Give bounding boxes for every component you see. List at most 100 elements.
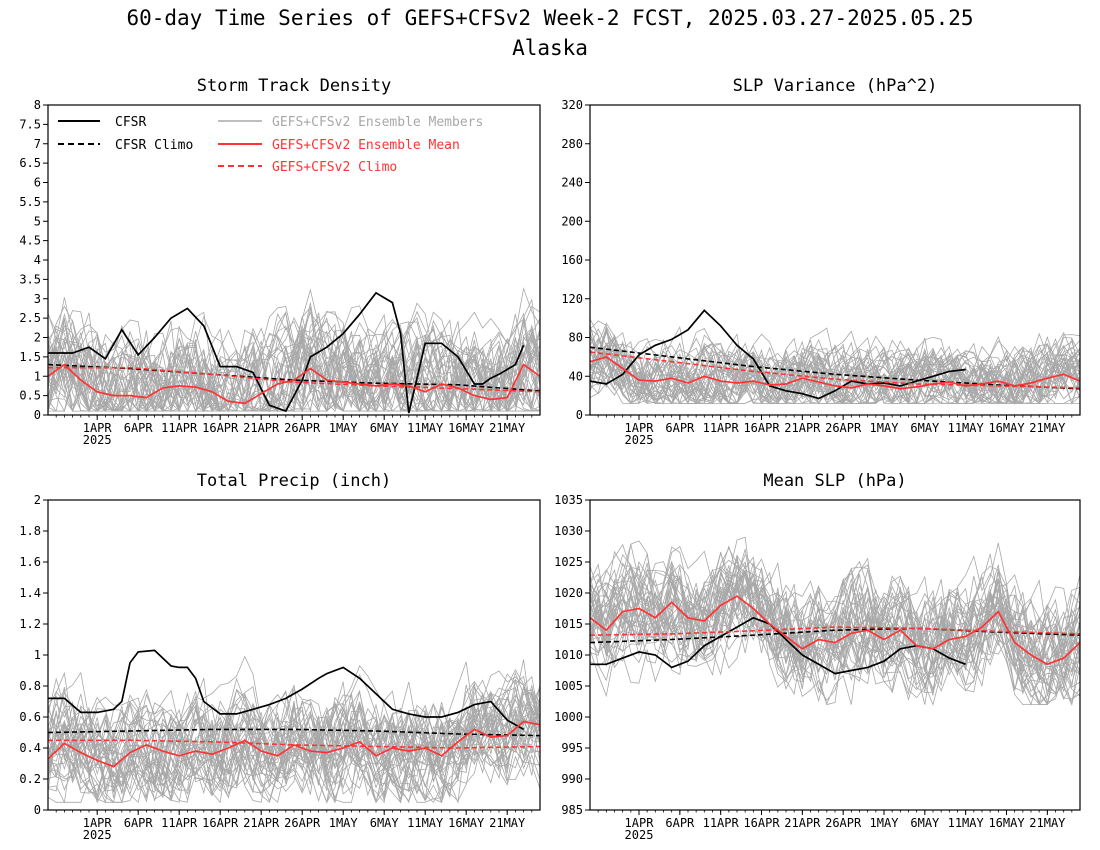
ensemble-member-line bbox=[48, 328, 540, 412]
x-tick-label: 21MAY bbox=[489, 421, 526, 435]
panel-title: Mean SLP (hPa) bbox=[763, 471, 906, 491]
ensemble-member-line bbox=[48, 691, 540, 800]
series-line-cfsr bbox=[590, 616, 967, 675]
ensemble-member-line bbox=[48, 689, 540, 804]
ensemble-member-line bbox=[590, 540, 1080, 706]
series-line-gefs-cfsv2-ensemble-mean bbox=[590, 355, 1080, 390]
y-tick-label: 200 bbox=[561, 214, 583, 228]
y-tick-label: 1010 bbox=[554, 648, 583, 662]
y-tick-label: 4.5 bbox=[19, 234, 41, 248]
y-tick-label: 1015 bbox=[554, 617, 583, 631]
x-tick-label: 1APR bbox=[625, 816, 655, 830]
series-line-cfsr bbox=[48, 649, 525, 731]
y-tick-label: 7 bbox=[34, 137, 41, 151]
x-tick-label: 16MAY bbox=[448, 816, 485, 830]
legend-ens-mean-label: GEFS+CFSv2 Ensemble Mean bbox=[272, 138, 460, 153]
y-tick-label: 6 bbox=[34, 176, 41, 190]
series-line-cfsr bbox=[590, 309, 966, 400]
y-tick-label: 1000 bbox=[554, 710, 583, 724]
x-tick-label: 26APR bbox=[825, 816, 862, 830]
series-line-gefs-cfsv2-climo bbox=[48, 366, 540, 393]
x-tick-label: 1MAY bbox=[329, 816, 359, 830]
series-line-gefs-cfsv2-climo bbox=[590, 351, 1080, 389]
x-tick-label: 16MAY bbox=[988, 421, 1025, 435]
x-tick-label: 11APR bbox=[161, 421, 198, 435]
panel-mean-slp: Mean SLP (hPa) 985 990 995 1000 1005 1010 1015 1… bbox=[554, 471, 1081, 842]
x-tick-label: 21APR bbox=[784, 421, 821, 435]
ensemble-member-line bbox=[48, 681, 540, 803]
y-tick-label: 0.6 bbox=[19, 710, 41, 724]
x-tick-label: 11APR bbox=[703, 421, 740, 435]
x-tick-label: 1MAY bbox=[870, 421, 900, 435]
panel-slp-variance: SLP Variance (hPa^2) 0 40 80 120 160 200 240 280… bbox=[561, 76, 1081, 447]
y-tick-label: 1 bbox=[34, 369, 41, 383]
ensemble-member-line bbox=[48, 320, 540, 412]
series-line-gefs-cfsv2-ensemble-mean bbox=[590, 595, 1080, 666]
panel-title: SLP Variance (hPa^2) bbox=[733, 76, 938, 96]
series-line-cfsr-climo bbox=[48, 728, 540, 737]
y-tick-label: 2 bbox=[34, 331, 41, 345]
x-tick-label: 26APR bbox=[284, 421, 321, 435]
panel-title: Total Precip (inch) bbox=[197, 471, 391, 491]
x-tick-label: 21APR bbox=[243, 421, 280, 435]
ensemble-member-line bbox=[48, 673, 540, 800]
ensemble-member-line bbox=[590, 546, 1080, 705]
y-tick-label: 5.5 bbox=[19, 195, 41, 209]
x-tick-label: 16MAY bbox=[448, 421, 485, 435]
y-tick-label: 7.5 bbox=[19, 117, 41, 131]
ensemble-member-line bbox=[590, 566, 1080, 683]
ensemble-member-line bbox=[48, 311, 540, 413]
y-tick-label: 160 bbox=[561, 253, 583, 267]
x-tick-label: 21APR bbox=[243, 816, 280, 830]
ensemble-member-line bbox=[590, 325, 1080, 404]
ensemble-member-line bbox=[590, 565, 1080, 706]
ensemble-member-line bbox=[590, 560, 1080, 673]
ensemble-member-line bbox=[590, 333, 1080, 404]
ensemble-member-line bbox=[48, 664, 540, 803]
ensemble-member-line bbox=[48, 690, 540, 803]
ensemble-member-line bbox=[590, 547, 1080, 695]
y-tick-label: 0.4 bbox=[19, 741, 41, 755]
series-line-gefs-cfsv2-climo bbox=[48, 739, 540, 749]
ensemble-member-line bbox=[590, 558, 1080, 693]
y-tick-label: 1.2 bbox=[19, 617, 41, 631]
ensemble-member-line bbox=[590, 566, 1080, 694]
series-line-gefs-cfsv2-climo bbox=[590, 626, 1080, 636]
legend-cfsr-climo-label: CFSR Climo bbox=[115, 138, 193, 153]
ensemble-member-line bbox=[48, 311, 540, 413]
x-tick-label: 1APR bbox=[625, 421, 655, 435]
x-tick-label: 6MAY bbox=[370, 421, 400, 435]
ensemble-member-line bbox=[590, 341, 1080, 405]
x-tick-label: 6MAY bbox=[910, 421, 940, 435]
x-tick-label: 16MAY bbox=[988, 816, 1025, 830]
ensemble-member-line bbox=[590, 343, 1080, 405]
panel-total-precip: Total Precip (inch) 0 0.2 0.4 0.6 0.8 1 1.2 1.4 1… bbox=[19, 471, 541, 842]
y-tick-label: 0 bbox=[576, 408, 583, 422]
x-tick-label: 16APR bbox=[202, 816, 239, 830]
plot-area bbox=[590, 536, 1080, 706]
figure-subtitle: Alaska bbox=[512, 36, 588, 60]
y-tick-label: 1.8 bbox=[19, 524, 41, 538]
x-tick-label: 1MAY bbox=[329, 421, 359, 435]
ensemble-member-line bbox=[48, 691, 540, 803]
x-tick-label: 1APR bbox=[83, 816, 113, 830]
x-tick-label: 21MAY bbox=[1029, 816, 1066, 830]
x-tick-label: 1MAY bbox=[870, 816, 900, 830]
x-tick-label: 26APR bbox=[284, 816, 321, 830]
y-tick-label: 1.6 bbox=[19, 555, 41, 569]
y-tick-label: 2 bbox=[34, 493, 41, 507]
ensemble-member-line bbox=[48, 306, 540, 413]
x-tick-label: 6APR bbox=[124, 816, 154, 830]
panel-title: Storm Track Density bbox=[197, 76, 391, 96]
y-tick-label: 6.5 bbox=[19, 156, 41, 170]
y-tick-label: 0.2 bbox=[19, 772, 41, 786]
y-tick-label: 0.5 bbox=[19, 389, 41, 403]
y-tick-label: 3.5 bbox=[19, 272, 41, 286]
series-line-cfsr bbox=[48, 291, 525, 414]
plot-area bbox=[48, 649, 540, 804]
x-tick-label: 6APR bbox=[124, 421, 154, 435]
legend: CFSR CFSR Climo GEFS+CFSv2 Ensemble Memb… bbox=[58, 115, 483, 175]
x-year-label: 2025 bbox=[625, 828, 654, 842]
x-tick-label: 11APR bbox=[703, 816, 740, 830]
ensemble-member-line bbox=[48, 313, 540, 413]
